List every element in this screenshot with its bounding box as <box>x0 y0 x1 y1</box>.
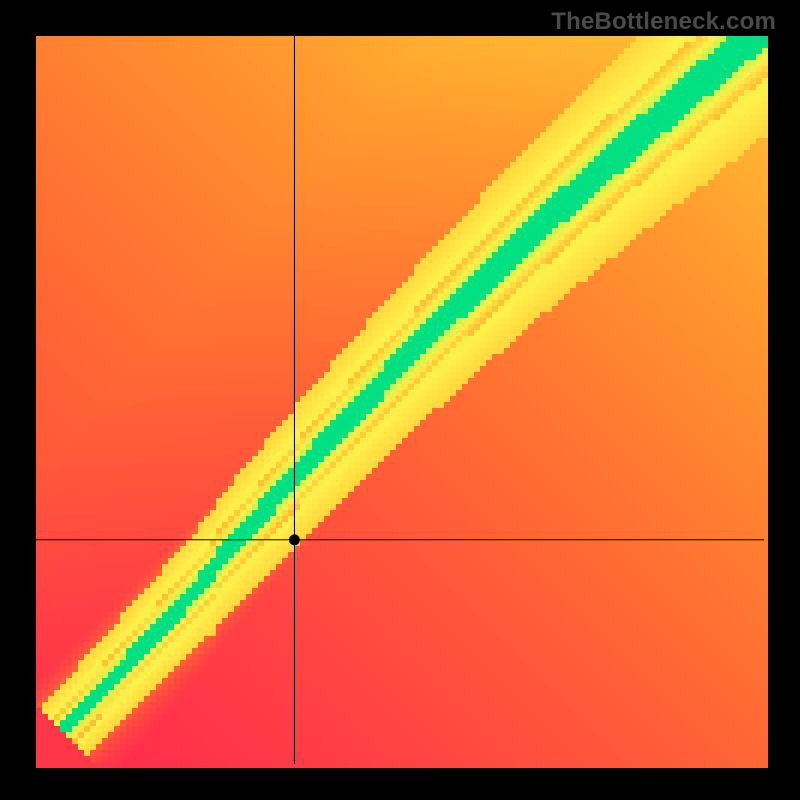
heatmap-canvas <box>0 0 800 800</box>
chart-root: TheBottleneck.com <box>0 0 800 800</box>
watermark-text: TheBottleneck.com <box>551 8 776 36</box>
